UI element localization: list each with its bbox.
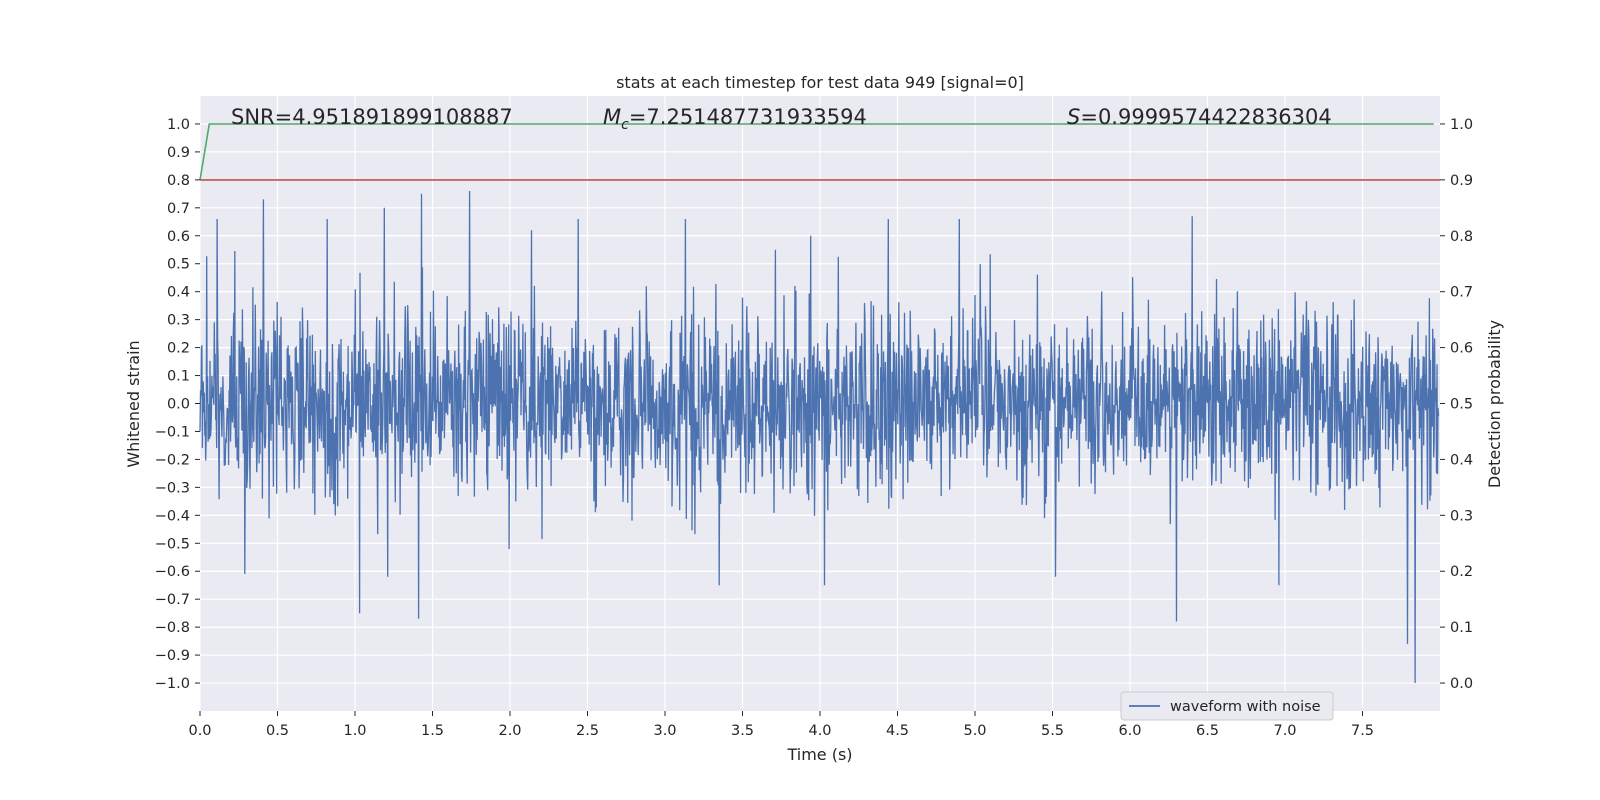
y-tick-label-left: 0.4 (167, 285, 190, 301)
y-tick-label-right: 0.7 (1450, 285, 1473, 301)
y-tick-label-left: −1.0 (155, 676, 190, 692)
s-value: =0.9999574422836304 (1080, 105, 1331, 129)
y-tick-label-left: 0.0 (167, 397, 190, 413)
x-axis-label: Time (s) (786, 745, 852, 764)
x-tick-label: 7.5 (1351, 723, 1374, 739)
y-tick-label-left: 0.6 (167, 229, 190, 245)
x-tick-label: 4.5 (886, 723, 909, 739)
y-tick-label-right: 1.0 (1450, 117, 1473, 133)
x-ticks: 0.0 0.5 1.0 1.5 2.0 2.5 3.0 3.5 4.0 4.5 5.0 5.5 6.0 6… (188, 711, 1374, 739)
y-tick-label-right: 0.8 (1450, 229, 1473, 245)
y-tick-label-left: −0.4 (155, 508, 190, 524)
y-tick-label-left: −0.1 (155, 424, 190, 440)
x-tick-label: 2.5 (576, 723, 599, 739)
y-tick-label-right: 0.2 (1450, 564, 1473, 580)
y-tick-label-left: 1.0 (167, 117, 190, 133)
x-tick-label: 7.0 (1273, 723, 1296, 739)
s-annotation: S=0.9999574422836304 (1067, 105, 1332, 129)
y-tick-label-right: 0.1 (1450, 620, 1473, 636)
y-tick-label-left: 0.3 (167, 313, 190, 329)
y-tick-label-left: 0.8 (167, 173, 190, 189)
mc-symbol: M (603, 105, 621, 129)
x-tick-label: 3.0 (653, 723, 676, 739)
chart-title: stats at each timestep for test data 949… (616, 73, 1024, 92)
x-tick-label: 6.5 (1196, 723, 1219, 739)
mc-subscript: c (621, 117, 629, 133)
y-tick-label-left: −0.5 (155, 536, 190, 552)
y-tick-label-right: 0.6 (1450, 341, 1473, 357)
y-tick-label-left: 0.2 (167, 341, 190, 357)
y-tick-label-left: 0.1 (167, 369, 190, 385)
x-tick-label: 2.0 (498, 723, 521, 739)
y-ticks-left: 1.0 0.9 0.8 0.7 0.6 0.5 0.4 0.3 0.2 0.1 0.0 −0.1 −0.… (155, 117, 200, 692)
y-tick-label-left: −0.7 (155, 592, 190, 608)
legend-box (1120, 691, 1334, 721)
x-tick-label: 5.0 (963, 723, 986, 739)
y-axis-label-right: Detection probability (1485, 320, 1504, 488)
waveform-with-noise-series (199, 190, 1440, 684)
mc-value: =7.251487731933594 (629, 105, 867, 129)
y-tick-label-left: −0.3 (155, 480, 190, 496)
x-tick-label: 5.5 (1041, 723, 1064, 739)
y-tick-label-left: −0.6 (155, 564, 190, 580)
legend: waveform with noise (1120, 691, 1334, 721)
x-tick-label: 0.5 (266, 723, 289, 739)
x-tick-label: 6.0 (1118, 723, 1141, 739)
y-tick-label-left: 0.9 (167, 145, 190, 161)
s-symbol: S (1067, 105, 1080, 129)
y-tick-label-right: 0.0 (1450, 676, 1473, 692)
y-tick-label-right: 0.4 (1450, 452, 1473, 468)
x-tick-label: 1.5 (421, 723, 444, 739)
y-tick-label-right: 0.3 (1450, 508, 1473, 524)
waveform-line (199, 190, 1440, 684)
detection-line (199, 123, 1434, 181)
y-axis-label-left: Whitened strain (124, 340, 143, 467)
x-tick-label: 0.0 (188, 723, 211, 739)
y-tick-label-right: 0.5 (1450, 397, 1473, 413)
y-tick-label-left: −0.8 (155, 620, 190, 636)
x-tick-label: 3.5 (731, 723, 754, 739)
y-tick-label-left: −0.2 (155, 452, 190, 468)
y-tick-label-right: 0.9 (1450, 173, 1473, 189)
y-tick-label-left: 0.5 (167, 257, 190, 273)
overlay-lines (199, 123, 1440, 181)
y-tick-label-left: 0.7 (167, 201, 190, 217)
x-tick-label: 1.0 (343, 723, 366, 739)
snr-annotation: SNR=4.951891899108887 (231, 105, 513, 129)
y-ticks-right: 1.0 0.9 0.8 0.7 0.6 0.5 0.4 0.3 0.2 0.1 0.0 (1440, 117, 1473, 692)
legend-entry-waveform: waveform with noise (1170, 699, 1321, 715)
y-tick-label-left: −0.9 (155, 648, 190, 664)
x-tick-label: 4.0 (808, 723, 831, 739)
mc-annotation: Mc=7.251487731933594 (603, 105, 867, 133)
